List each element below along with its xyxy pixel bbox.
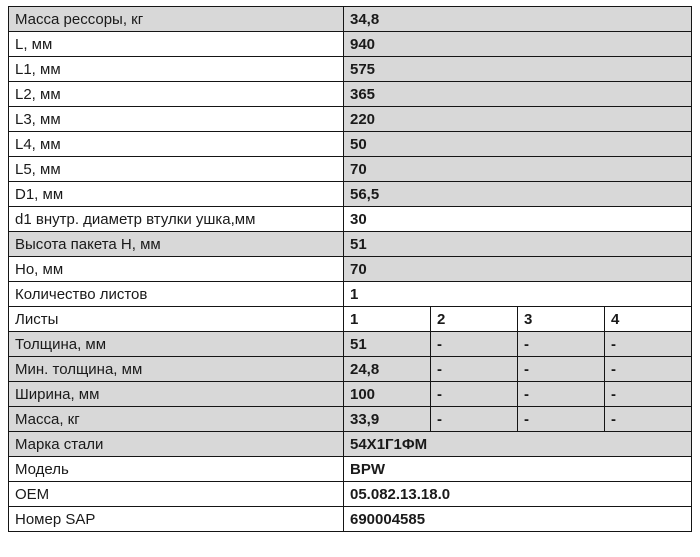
table-row: Модель BPW [9,457,692,482]
row-value: 24,8 [344,357,431,382]
row-label: Но, мм [9,257,344,282]
row-value: - [605,357,692,382]
table-row: L1, мм 575 [9,57,692,82]
row-value: 70 [344,257,692,282]
table-row: Ширина, мм 100 - - - [9,382,692,407]
table-row: Номер SAP 690004585 [9,507,692,532]
row-value: - [605,382,692,407]
row-label: L, мм [9,32,344,57]
row-value: 34,8 [344,7,692,32]
row-value: 940 [344,32,692,57]
row-value: 33,9 [344,407,431,432]
row-value: 220 [344,107,692,132]
row-value: 1 [344,282,692,307]
table-row: Толщина, мм 51 - - - [9,332,692,357]
row-value: BPW [344,457,692,482]
table-row: L4, мм 50 [9,132,692,157]
row-value: 30 [344,207,692,232]
row-value: 365 [344,82,692,107]
spec-sheet: Масса рессоры, кг 34,8 L, мм 940 L1, мм … [0,0,700,557]
row-label: Ширина, мм [9,382,344,407]
table-row: Мин. толщина, мм 24,8 - - - [9,357,692,382]
row-label: L4, мм [9,132,344,157]
table-row: L, мм 940 [9,32,692,57]
row-value: 100 [344,382,431,407]
table-row: Листы 1 2 3 4 [9,307,692,332]
row-value: 3 [518,307,605,332]
row-value: 1 [344,307,431,332]
row-value: - [518,332,605,357]
row-label: L1, мм [9,57,344,82]
row-label: L3, мм [9,107,344,132]
row-value: - [605,407,692,432]
row-value: - [431,332,518,357]
row-value: 05.082.13.18.0 [344,482,692,507]
row-value: - [518,357,605,382]
table-row: OEM 05.082.13.18.0 [9,482,692,507]
row-value: 690004585 [344,507,692,532]
table-row: D1, мм 56,5 [9,182,692,207]
table-row: Масса рессоры, кг 34,8 [9,7,692,32]
row-value: 56,5 [344,182,692,207]
row-value: 50 [344,132,692,157]
row-value: 54Х1Г1ФМ [344,432,692,457]
row-label: Толщина, мм [9,332,344,357]
row-label: Высота пакета Н, мм [9,232,344,257]
row-label: Модель [9,457,344,482]
table-row: Марка стали 54Х1Г1ФМ [9,432,692,457]
row-label: Номер SAP [9,507,344,532]
row-label: Масса рессоры, кг [9,7,344,32]
row-value: 70 [344,157,692,182]
row-value: - [605,332,692,357]
row-label: Масса, кг [9,407,344,432]
row-value: 51 [344,232,692,257]
row-value: 575 [344,57,692,82]
table-row: L5, мм 70 [9,157,692,182]
row-value: 2 [431,307,518,332]
row-label: d1 внутр. диаметр втулки ушка,мм [9,207,344,232]
row-label: Количество листов [9,282,344,307]
table-row: Масса, кг 33,9 - - - [9,407,692,432]
row-label: Листы [9,307,344,332]
row-value: - [518,407,605,432]
table-row: Количество листов 1 [9,282,692,307]
table-row: d1 внутр. диаметр втулки ушка,мм 30 [9,207,692,232]
row-label: L2, мм [9,82,344,107]
row-value: - [431,357,518,382]
row-value: - [431,382,518,407]
table-row: Но, мм 70 [9,257,692,282]
row-label: D1, мм [9,182,344,207]
row-label: OEM [9,482,344,507]
row-label: Марка стали [9,432,344,457]
row-value: 4 [605,307,692,332]
row-label: L5, мм [9,157,344,182]
row-value: - [518,382,605,407]
table-row: L2, мм 365 [9,82,692,107]
row-label: Мин. толщина, мм [9,357,344,382]
table-row: L3, мм 220 [9,107,692,132]
spec-table: Масса рессоры, кг 34,8 L, мм 940 L1, мм … [8,6,692,532]
row-value: - [431,407,518,432]
table-row: Высота пакета Н, мм 51 [9,232,692,257]
row-value: 51 [344,332,431,357]
